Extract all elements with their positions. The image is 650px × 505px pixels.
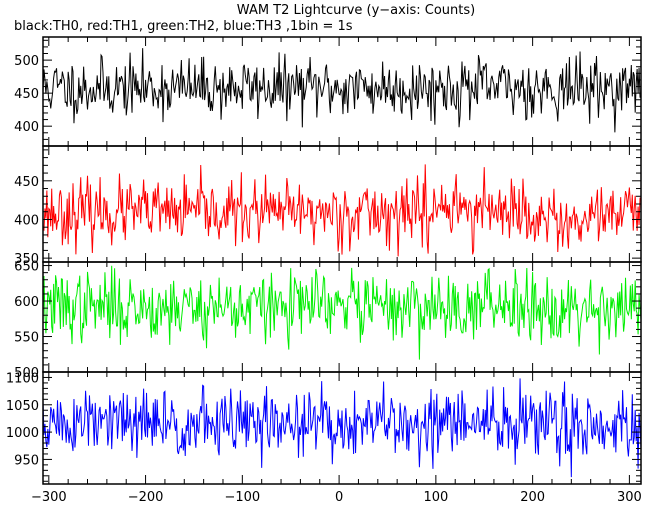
x-tick-label: −100 (224, 490, 260, 505)
panel-th3: 950 1000 1050 1100 (6, 371, 642, 485)
y-tick-label: 550 (14, 331, 39, 346)
series-th1 (43, 164, 641, 257)
x-tick-label: 0 (335, 490, 343, 505)
y-tick-label: 350 (14, 252, 39, 267)
y-tick-label: 500 (14, 366, 39, 381)
series-th2 (43, 265, 641, 360)
y-tick-label: 450 (14, 87, 39, 102)
y-tick-label: 1000 (6, 426, 39, 441)
panels-layer: 4004505003504004505005506006509501000105… (6, 36, 642, 505)
x-tick-label: −300 (31, 490, 67, 505)
panel-th2: 500 550 600 650 (14, 260, 642, 381)
series-th3 (43, 378, 641, 478)
y-tick-label: 1100 (6, 371, 39, 386)
x-tick-label: 100 (423, 490, 448, 505)
x-tick-label: −200 (128, 490, 164, 505)
chart-title: WAM T2 Lightcurve (y−axis: Counts) (237, 3, 475, 18)
y-tick-label: 1050 (6, 399, 39, 414)
y-tick-label: 400 (14, 213, 39, 228)
y-tick-label: 650 (14, 260, 39, 275)
y-tick-label: 600 (14, 295, 39, 310)
y-tick-label: 450 (14, 175, 39, 190)
x-tick-label: 200 (520, 490, 545, 505)
panel-frame (42, 371, 642, 485)
chart-subtitle: black:TH0, red:TH1, green:TH2, blue:TH3 … (14, 19, 353, 34)
y-tick-label: 400 (14, 120, 39, 135)
y-tick-label: 500 (14, 54, 39, 69)
x-tick-label: 300 (617, 490, 642, 505)
panel-th1: 350 400 450 (14, 145, 642, 267)
series-th0 (43, 48, 641, 133)
panel-th0: 400 450 500 (14, 36, 642, 147)
y-tick-label: 950 (14, 453, 39, 468)
